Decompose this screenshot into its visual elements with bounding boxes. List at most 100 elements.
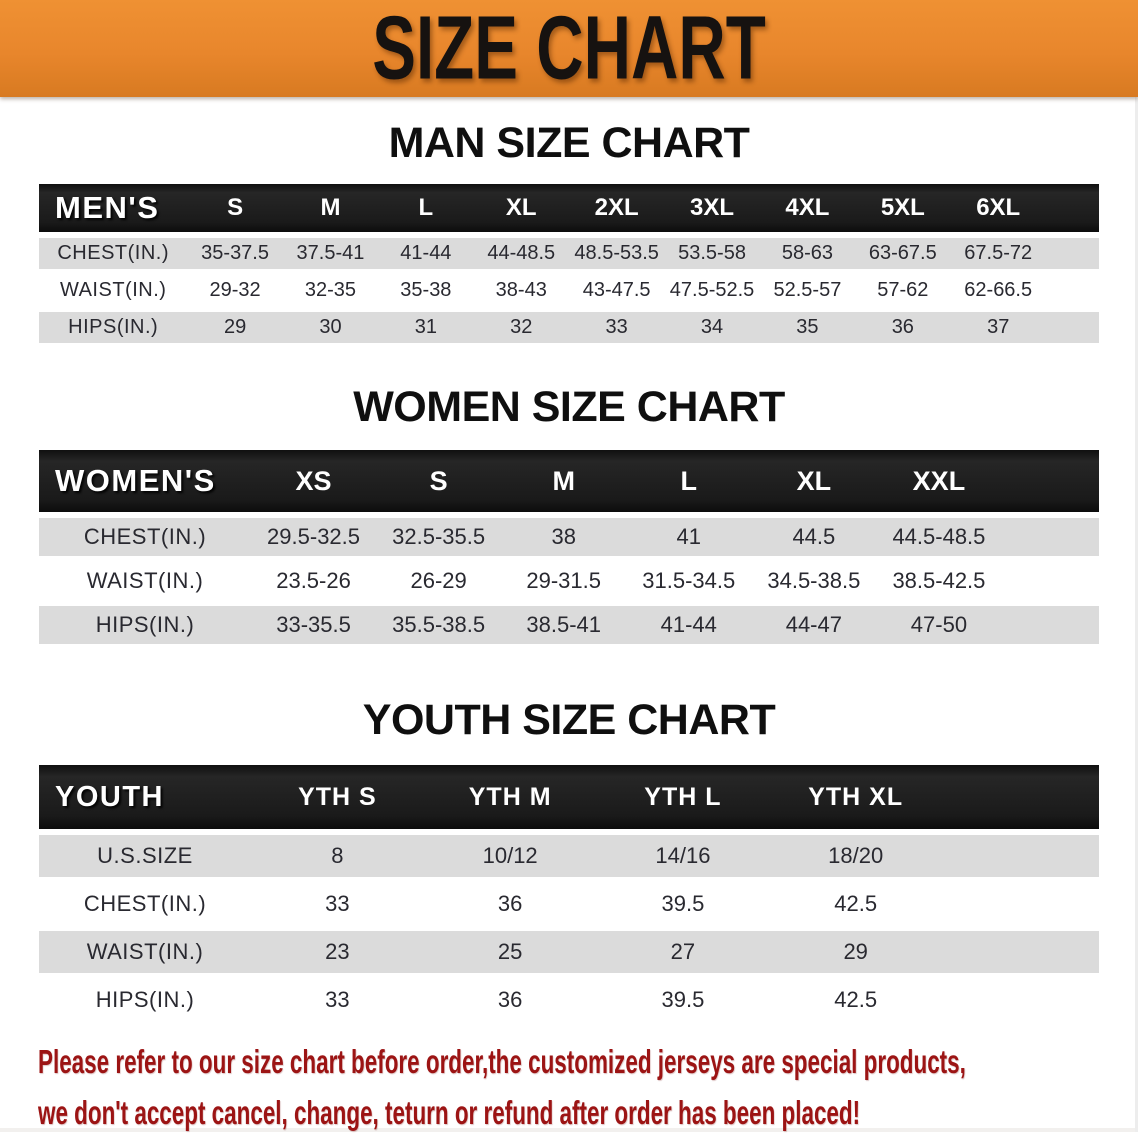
size-column-header: S	[376, 450, 502, 512]
size-value-cell: 27	[596, 931, 770, 973]
measurement-row: WAIST(IN.) 29-32 32-35 35-38 38-43 43-47.5 47.…	[39, 275, 1099, 306]
size-column-header: YTH XL	[769, 765, 943, 829]
size-value-cell: 34.5-38.5	[767, 568, 861, 593]
men-section-title: MAN SIZE CHART	[388, 119, 750, 167]
size-column-header: 3XL	[664, 184, 760, 232]
size-column-header: XL	[751, 450, 877, 512]
size-value-cell: 29-32	[209, 279, 261, 301]
size-value-cell: 41	[626, 518, 752, 556]
measurement-row: HIPS(IN.) 33-35.5 35.5-38.5 38.5-41 41-44 44-…	[39, 606, 1099, 644]
row-filler	[1046, 275, 1099, 306]
size-value-cell: 38.5-42.5	[892, 568, 986, 593]
size-column-header: 2XL	[568, 184, 665, 232]
size-value-cell: 29	[769, 931, 943, 973]
youth-size-table: YOUTH YTH S YTH M YTH L YTH XL U.S.SIZE 8 10/12…	[39, 759, 1099, 1027]
row-label: HIPS(IN.)	[95, 987, 195, 1012]
section-women: WOMEN SIZE CHART WOMEN'S XS S M L XL XXL CHEST(…	[0, 383, 1138, 650]
size-column-header: M	[501, 450, 627, 512]
size-value-cell: 35-37.5	[187, 238, 283, 269]
row-label: U.S.SIZE	[39, 835, 251, 877]
measurement-row: CHEST(IN.) 29.5-32.5 32.5-35.5 38 41 44.5 44.5…	[39, 518, 1099, 556]
row-label: CHEST(IN.)	[39, 238, 188, 269]
row-label: HIPS(IN.)	[39, 312, 188, 343]
women-section-title: WOMEN SIZE CHART	[353, 383, 785, 431]
measurement-row: WAIST(IN.) 23.5-26 26-29 29-31.5 31.5-34.5 34…	[39, 562, 1099, 600]
size-value-cell: 35-38	[400, 279, 452, 301]
row-filler	[942, 835, 1099, 877]
size-column-header: YTH M	[423, 765, 597, 829]
row-label: WAIST(IN.)	[86, 568, 204, 593]
size-value-cell: 36	[497, 891, 523, 916]
measurement-row: HIPS(IN.) 29 30 31 32 33 34 35 36 37	[39, 312, 1099, 343]
size-value-cell: 32	[473, 312, 569, 343]
size-column-header: YTH L	[596, 765, 770, 829]
row-filler	[942, 883, 1099, 925]
table-corner-label: YOUTH	[39, 765, 251, 829]
size-column-header: 4XL	[759, 184, 856, 232]
size-column-header: 5XL	[855, 184, 951, 232]
size-column-header: L	[626, 450, 752, 512]
size-value-cell: 43-47.5	[582, 279, 651, 301]
size-column-header: L	[378, 184, 474, 232]
size-value-cell: 39.5	[661, 987, 705, 1012]
size-column-header: XXL	[876, 450, 1002, 512]
size-value-cell: 33	[568, 312, 665, 343]
size-value-cell: 32-35	[304, 279, 357, 301]
size-value-cell: 10/12	[423, 835, 597, 877]
size-value-cell: 35.5-38.5	[376, 606, 502, 644]
size-column-header: YTH S	[251, 765, 424, 829]
row-filler	[942, 931, 1099, 973]
row-label: WAIST(IN.)	[59, 279, 167, 301]
table-corner-label: MEN'S	[39, 184, 188, 232]
size-value-cell: 38.5-41	[501, 606, 627, 644]
size-value-cell: 33-35.5	[251, 606, 377, 644]
size-value-cell: 30	[282, 312, 379, 343]
size-value-cell: 26-29	[410, 568, 467, 593]
row-label: WAIST(IN.)	[39, 931, 251, 973]
row-filler	[1045, 238, 1099, 269]
size-value-cell: 8	[251, 835, 424, 877]
size-value-cell: 29	[187, 312, 283, 343]
size-value-cell: 39.5	[661, 891, 705, 916]
size-column-header: S	[187, 184, 283, 232]
size-value-cell: 57-62	[877, 279, 929, 301]
size-value-cell: 37.5-41	[282, 238, 379, 269]
size-value-cell: 44-47	[751, 606, 877, 644]
size-value-cell: 37	[950, 312, 1046, 343]
header-filler	[1001, 450, 1099, 512]
header-filler	[1045, 184, 1099, 232]
disclaimer: Please refer to our size chart before or…	[38, 1041, 1138, 1134]
table-header-row: MEN'S S M L XL 2XL 3XL 4XL 5XL 6XL	[39, 184, 1099, 232]
size-value-cell: 47-50	[876, 606, 1002, 644]
size-value-cell: 33	[325, 987, 350, 1012]
banner: SIZE CHART	[0, 0, 1138, 98]
youth-section-title: YOUTH SIZE CHART	[362, 696, 776, 744]
measurement-row: HIPS(IN.) 33 36 39.5 42.5	[39, 979, 1099, 1021]
size-value-cell: 48.5-53.5	[568, 238, 665, 269]
size-value-cell: 32.5-35.5	[376, 518, 502, 556]
row-filler	[942, 979, 1099, 1021]
size-value-cell: 53.5-58	[664, 238, 760, 269]
row-filler	[1045, 312, 1099, 343]
size-column-header: XS	[251, 450, 377, 512]
size-value-cell: 44-48.5	[473, 238, 569, 269]
row-filler	[1001, 518, 1099, 556]
disclaimer-line-1: Please refer to our size chart before or…	[38, 1043, 966, 1080]
size-column-header: M	[282, 184, 379, 232]
size-value-cell: 29-31.5	[526, 568, 601, 593]
size-value-cell: 23	[251, 931, 424, 973]
header-filler	[942, 765, 1099, 829]
size-value-cell: 63-67.5	[855, 238, 951, 269]
measurement-row: WAIST(IN.) 23 25 27 29	[39, 931, 1099, 973]
size-value-cell: 38	[501, 518, 627, 556]
size-value-cell: 47.5-52.5	[669, 279, 755, 301]
size-value-cell: 42.5	[834, 987, 878, 1012]
table-corner-label: WOMEN'S	[39, 450, 251, 512]
size-value-cell: 41-44	[626, 606, 752, 644]
size-value-cell: 36	[497, 987, 523, 1012]
measurement-row: U.S.SIZE 8 10/12 14/16 18/20	[39, 835, 1099, 877]
disclaimer-line-2: we don't accept cancel, change, teturn o…	[38, 1094, 861, 1132]
row-label: HIPS(IN.)	[39, 606, 251, 644]
size-value-cell: 14/16	[596, 835, 770, 877]
